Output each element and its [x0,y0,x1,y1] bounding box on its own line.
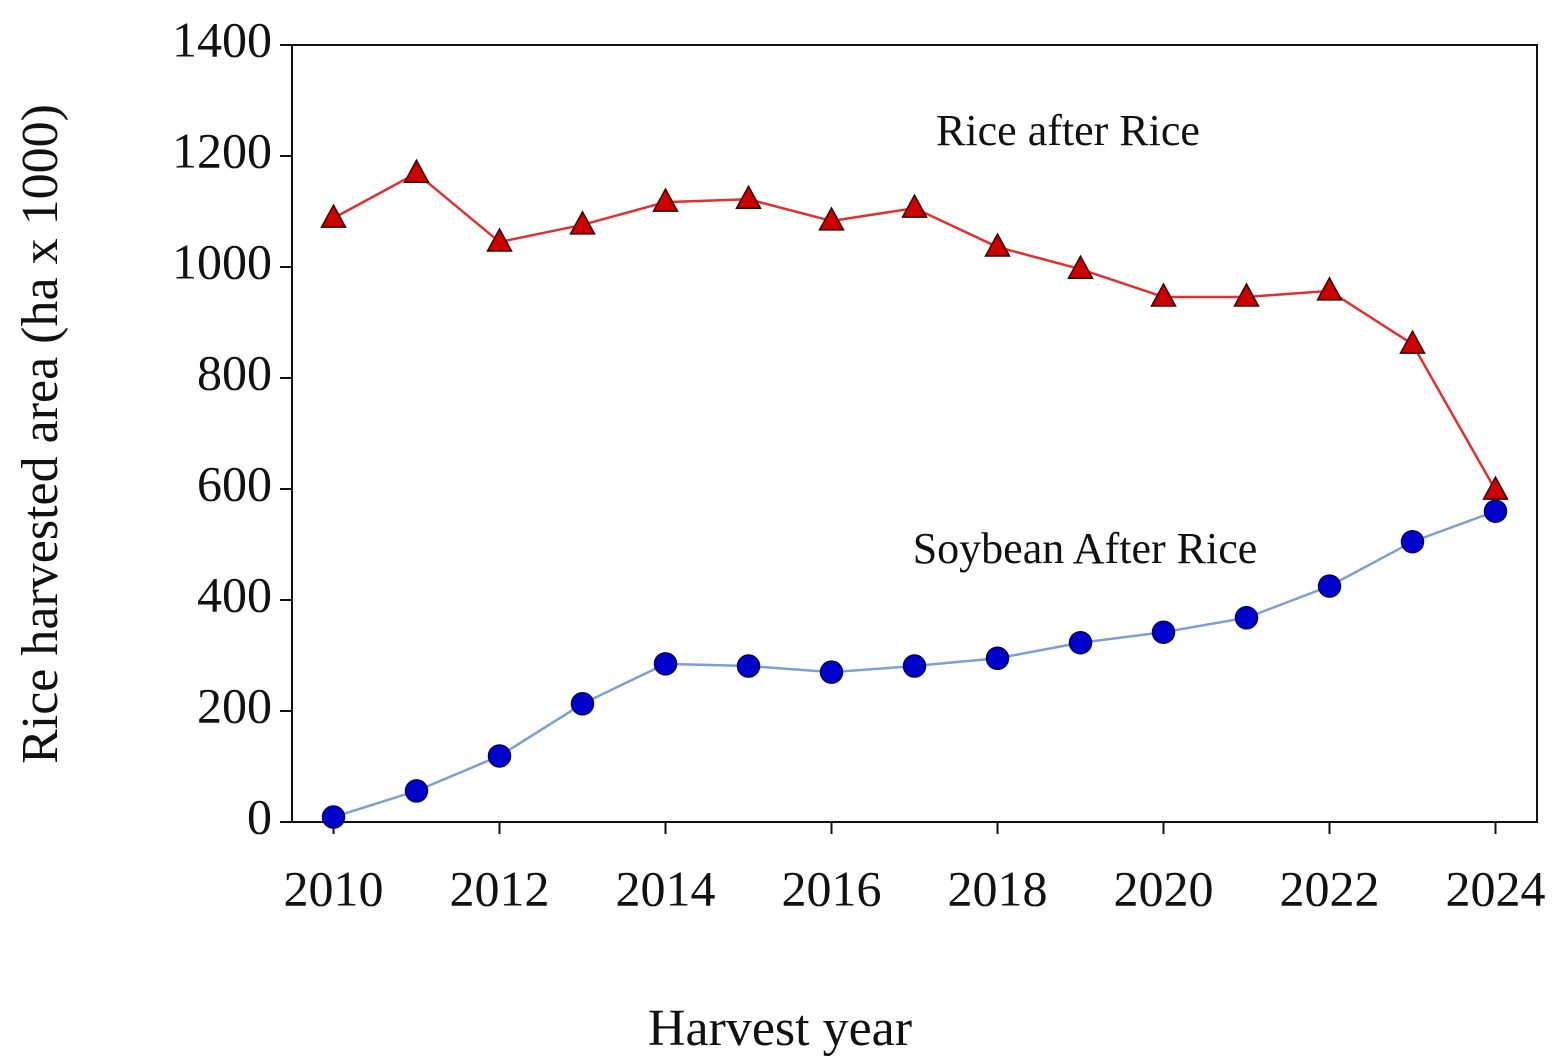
marker [1067,254,1094,279]
marker [1400,529,1425,554]
series-annotation: Soybean After Rice [913,524,1258,573]
marker [818,206,845,231]
marker [403,158,430,183]
marker [736,654,761,678]
marker [1150,282,1177,307]
marker [1234,606,1259,630]
marker [1316,276,1343,301]
marker [487,744,512,768]
x-tick-label: 2020 [1114,860,1214,916]
marker [1399,329,1426,354]
y-tick-label: 1000 [172,233,272,289]
y-tick-label: 400 [197,566,272,622]
x-tick-label: 2010 [284,860,384,916]
y-tick-label: 1400 [172,11,272,67]
x-axis-title: Harvest year [648,1000,912,1057]
plot-frame [291,44,1538,823]
marker [1482,475,1509,500]
marker [1233,282,1260,307]
marker [570,692,595,716]
x-tick-label: 2016 [782,860,882,916]
marker [569,210,596,235]
marker [902,654,927,678]
marker [404,779,429,803]
marker [321,805,346,829]
marker [1317,574,1342,598]
x-tick-label: 2018 [948,860,1048,916]
x-tick-label: 2024 [1446,860,1546,916]
y-axis-title: Rice harvested area (ha x 1000) [12,104,69,764]
marker [653,652,678,676]
marker [984,232,1011,257]
marker [735,184,762,210]
marker [1483,499,1508,523]
marker [819,660,844,684]
y-tick-label: 200 [197,677,272,733]
series-line [332,171,1497,491]
marker [1151,620,1176,644]
marker [901,193,928,218]
y-tick-label: 1200 [172,122,272,178]
series-annotation: Rice after Rice [936,106,1200,155]
marker [486,227,513,252]
x-tick-label: 2014 [616,860,716,916]
marker [652,187,679,212]
y-tick-label: 0 [247,788,272,844]
marker [1068,630,1093,655]
y-tick-label: 800 [197,344,272,400]
marker [985,646,1010,671]
x-tick-label: 2012 [450,860,550,916]
x-tick-label: 2022 [1280,860,1380,916]
marker [320,203,347,228]
y-tick-label: 600 [197,455,272,511]
